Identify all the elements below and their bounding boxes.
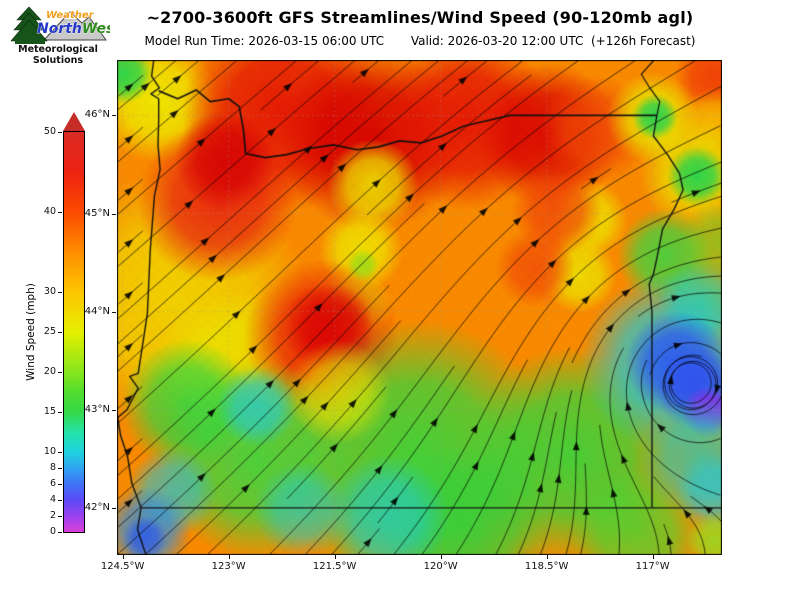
colorbar-tick <box>58 500 62 501</box>
lon-tick <box>334 555 336 559</box>
lon-tick-label: 120°W <box>423 561 458 572</box>
lon-tick <box>546 555 548 559</box>
colorbar-tick-label: 2 <box>49 510 56 521</box>
colorbar-tick <box>58 468 62 469</box>
colorbar-tick <box>58 452 62 453</box>
logo-word-northwest: NorthWest <box>37 21 110 37</box>
lon-tick-label: 124.5°W <box>100 561 145 572</box>
lat-tick <box>112 409 116 411</box>
lat-tick-label: 44°N <box>84 305 110 317</box>
lon-tick <box>228 555 230 559</box>
chart-title: ~2700-3600ft GFS Streamlines/Wind Speed … <box>146 8 694 27</box>
colorbar-tick-label: 4 <box>49 494 56 505</box>
logo-graphic: Weather NorthWest <box>10 6 110 44</box>
lon-tick <box>440 555 442 559</box>
colorbar-tick-label: 10 <box>43 446 56 457</box>
lat-tick-label: 45°N <box>84 207 110 219</box>
lon-tick <box>652 555 654 559</box>
logo-base <box>15 40 45 44</box>
colorbar-tick-label: 30 <box>43 286 56 297</box>
lon-tick-label: 121.5°W <box>312 561 357 572</box>
logo-subtitle-line2: Solutions <box>32 55 84 66</box>
colorbar-tick <box>58 292 62 293</box>
logo-word-north: North <box>37 21 82 37</box>
lat-tick-label: 42°N <box>84 501 110 513</box>
logo: Weather NorthWest Meteorological Solutio… <box>2 2 114 70</box>
colorbar-tick-label: 15 <box>43 406 56 417</box>
lat-tick <box>112 115 116 117</box>
colorbar-tick-label: 50 <box>43 126 56 137</box>
colorbar-tick-label: 25 <box>43 326 56 337</box>
colorbar-tick <box>58 332 62 333</box>
logo-word-west: West <box>82 21 110 37</box>
mountain-icon <box>42 11 107 41</box>
lon-tick-label: 117°W <box>635 561 670 572</box>
colorbar-tick-label: 8 <box>49 462 56 473</box>
colorbar-tick <box>58 372 62 373</box>
colorbar-tick <box>58 212 62 213</box>
colorbar-tick-label: 0 <box>49 526 56 537</box>
wind-map-canvas <box>117 60 722 555</box>
colorbar-tick <box>58 516 62 517</box>
colorbar-tick-label: 40 <box>43 206 56 217</box>
lat-tick <box>112 213 116 215</box>
lat-tick-label: 46°N <box>84 109 110 121</box>
logo-word-weather: Weather <box>46 10 95 21</box>
colorbar-tick-label: 20 <box>43 366 56 377</box>
colorbar-tick <box>58 132 62 133</box>
logo-subtitle-line1: Meteorological <box>18 44 98 55</box>
colorbar-tick <box>58 412 62 413</box>
colorbar-gradient <box>63 131 85 533</box>
lon-tick-label: 123°W <box>211 561 246 572</box>
chart-subtitle: Model Run Time: 2026-03-15 06:00 UTC Val… <box>144 34 696 48</box>
lat-tick-label: 43°N <box>84 403 110 415</box>
colorbar-over-range-arrow-icon <box>63 112 85 131</box>
lat-tick <box>112 507 116 509</box>
lon-tick <box>122 555 124 559</box>
lat-tick <box>112 311 116 313</box>
lon-tick-label: 118.5°W <box>524 561 569 572</box>
colorbar-tick <box>58 484 62 485</box>
colorbar-tick-label: 6 <box>49 478 56 489</box>
snowcap-icon <box>64 12 77 19</box>
colorbar-tick <box>58 532 62 533</box>
